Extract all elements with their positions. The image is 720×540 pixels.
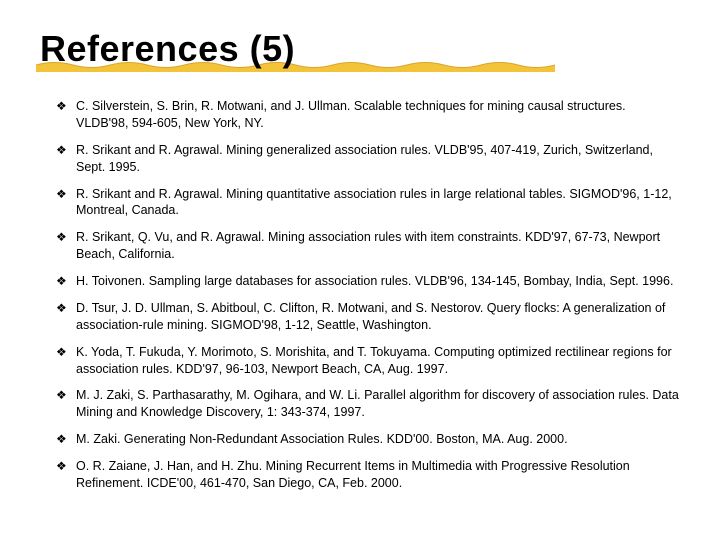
reference-item: ❖R. Srikant and R. Agrawal. Mining gener…: [56, 142, 680, 176]
reference-text: R. Srikant and R. Agrawal. Mining quanti…: [76, 186, 680, 220]
bullet-icon: ❖: [56, 458, 76, 475]
bullet-icon: ❖: [56, 142, 76, 159]
reference-item: ❖M. J. Zaki, S. Parthasarathy, M. Ogihar…: [56, 387, 680, 421]
bullet-icon: ❖: [56, 300, 76, 317]
reference-text: C. Silverstein, S. Brin, R. Motwani, and…: [76, 98, 680, 132]
bullet-icon: ❖: [56, 387, 76, 404]
reference-item: ❖O. R. Zaiane, J. Han, and H. Zhu. Minin…: [56, 458, 680, 492]
reference-item: ❖D. Tsur, J. D. Ullman, S. Abitboul, C. …: [56, 300, 680, 334]
reference-text: D. Tsur, J. D. Ullman, S. Abitboul, C. C…: [76, 300, 680, 334]
bullet-icon: ❖: [56, 273, 76, 290]
reference-list: ❖C. Silverstein, S. Brin, R. Motwani, an…: [40, 98, 680, 492]
reference-text: O. R. Zaiane, J. Han, and H. Zhu. Mining…: [76, 458, 680, 492]
reference-text: R. Srikant and R. Agrawal. Mining genera…: [76, 142, 680, 176]
bullet-icon: ❖: [56, 98, 76, 115]
reference-text: R. Srikant, Q. Vu, and R. Agrawal. Minin…: [76, 229, 680, 263]
reference-text: M. Zaki. Generating Non-Redundant Associ…: [76, 431, 680, 448]
reference-item: ❖H. Toivonen. Sampling large databases f…: [56, 273, 680, 290]
bullet-icon: ❖: [56, 229, 76, 246]
reference-item: ❖C. Silverstein, S. Brin, R. Motwani, an…: [56, 98, 680, 132]
bullet-icon: ❖: [56, 186, 76, 203]
title-block: References (5): [40, 28, 295, 70]
bullet-icon: ❖: [56, 431, 76, 448]
reference-item: ❖K. Yoda, T. Fukuda, Y. Morimoto, S. Mor…: [56, 344, 680, 378]
bullet-icon: ❖: [56, 344, 76, 361]
reference-item: ❖R. Srikant, Q. Vu, and R. Agrawal. Mini…: [56, 229, 680, 263]
reference-item: ❖R. Srikant and R. Agrawal. Mining quant…: [56, 186, 680, 220]
reference-text: M. J. Zaki, S. Parthasarathy, M. Ogihara…: [76, 387, 680, 421]
reference-text: K. Yoda, T. Fukuda, Y. Morimoto, S. Mori…: [76, 344, 680, 378]
page-title: References (5): [40, 28, 295, 70]
reference-item: ❖M. Zaki. Generating Non-Redundant Assoc…: [56, 431, 680, 448]
reference-text: H. Toivonen. Sampling large databases fo…: [76, 273, 680, 290]
